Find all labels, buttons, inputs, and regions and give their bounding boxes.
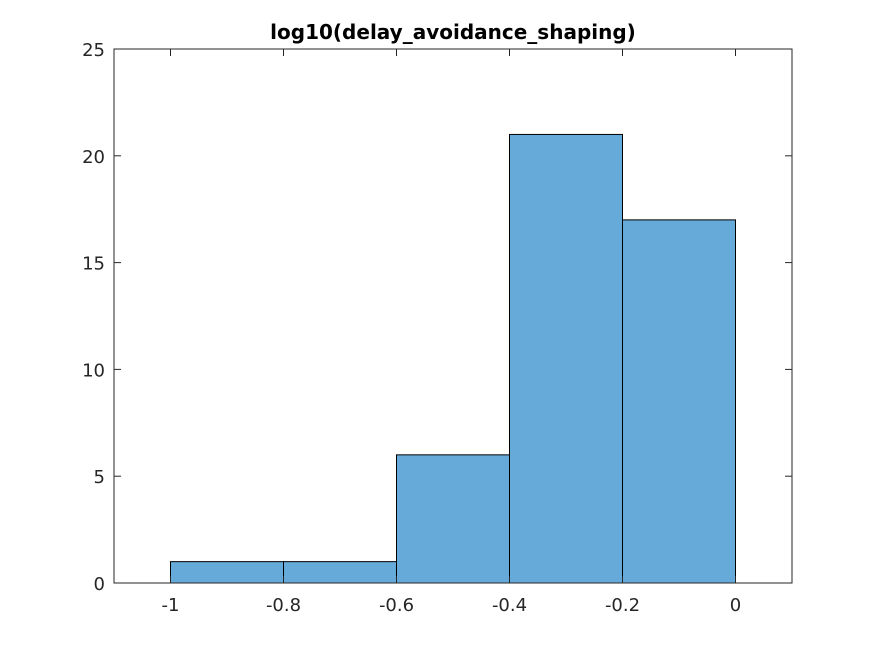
histogram-bar xyxy=(396,454,510,584)
x-tick-label: -1 xyxy=(162,595,180,616)
x-tick-label: -0.4 xyxy=(492,595,527,616)
y-tick-label: 15 xyxy=(82,254,105,275)
x-tick-label: -0.8 xyxy=(266,595,301,616)
histogram-bar xyxy=(170,561,284,584)
y-tick-label: 20 xyxy=(82,147,105,168)
y-tick-label: 10 xyxy=(82,360,105,381)
x-tick-label: -0.6 xyxy=(379,595,414,616)
y-tick-label: 0 xyxy=(94,574,105,595)
histogram-bar xyxy=(283,561,397,584)
histogram-bar xyxy=(509,133,623,584)
bars-group xyxy=(170,133,736,584)
x-tick-label: 0 xyxy=(730,595,741,616)
y-tick-label: 5 xyxy=(94,467,105,488)
histogram-bar xyxy=(622,219,736,584)
axes-box xyxy=(113,48,793,584)
chart-title: log10(delay_avoidance_shaping) xyxy=(270,20,636,44)
x-tick-label: -0.2 xyxy=(605,595,640,616)
ticks-group: -1 -0.8 -0.6 -0.4 -0.2 0 0 5 10 15 20 25 xyxy=(82,40,792,616)
y-tick-label: 25 xyxy=(82,40,105,61)
